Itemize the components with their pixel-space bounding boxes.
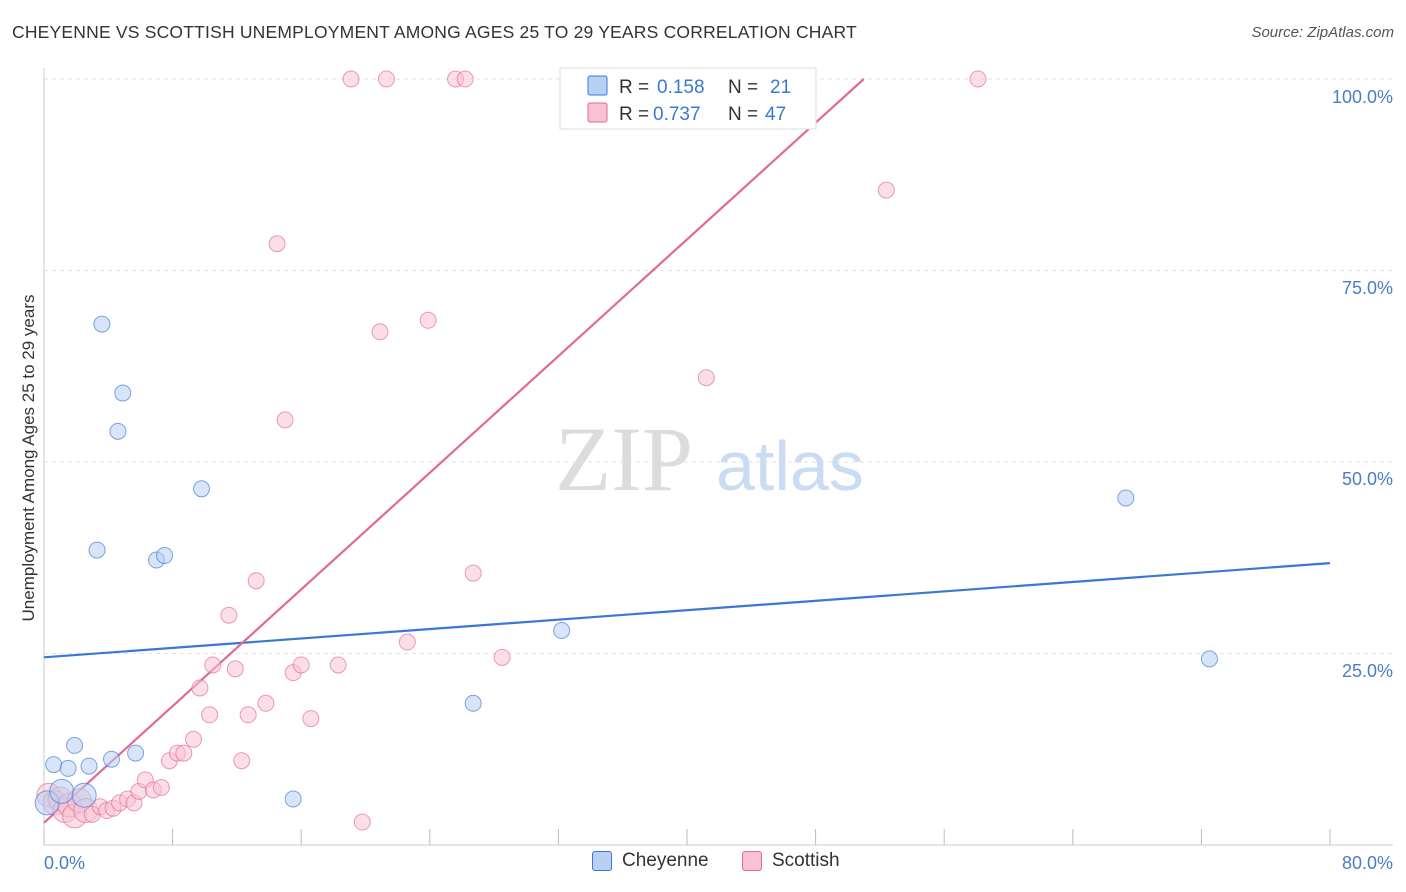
legend-n-label-scottish: N = — [728, 104, 758, 125]
x-tick-label-max: 80.0% — [1342, 853, 1393, 873]
point-cheyenne — [553, 622, 571, 640]
point-scottish — [371, 323, 389, 341]
point-scottish — [226, 660, 244, 678]
point-scottish — [175, 744, 193, 762]
point-cheyenne — [114, 384, 132, 402]
legend-n-label-cheyenne: N = — [728, 77, 758, 98]
chart-source: Source: ZipAtlas.com — [1251, 24, 1394, 41]
trend-lines — [43, 78, 1331, 824]
point-cheyenne — [464, 694, 482, 712]
point-scottish — [456, 70, 474, 88]
point-cheyenne — [80, 757, 98, 775]
point-cheyenne — [284, 790, 302, 808]
watermark-zip: ZIP — [555, 408, 693, 510]
point-cheyenne — [71, 782, 97, 808]
bottom-legend-label-scottish: Scottish — [772, 850, 840, 871]
point-scottish — [184, 730, 202, 748]
point-cheyenne — [88, 541, 106, 559]
axes — [43, 68, 1393, 846]
legend-r-label-scottish: R = — [619, 104, 649, 125]
bottom-legend-swatch-cheyenne — [592, 851, 612, 871]
point-scottish — [969, 70, 987, 88]
point-scottish — [257, 694, 275, 712]
y-tick-label-100: 100.0% — [1332, 87, 1393, 107]
point-scottish — [353, 813, 371, 831]
point-scottish — [329, 656, 347, 674]
watermark-atlas: atlas — [716, 427, 864, 505]
legend-n-value-scottish: 47 — [765, 104, 786, 125]
bottom-legend-cheyenne: Cheyenne — [592, 850, 709, 872]
point-cheyenne — [193, 480, 211, 498]
point-scottish — [877, 181, 895, 199]
y-tick-label-50: 50.0% — [1342, 469, 1393, 489]
x-tick-label-min: 0.0% — [44, 853, 85, 873]
point-cheyenne — [59, 759, 77, 777]
point-scottish — [464, 564, 482, 582]
legend-r-value-scottish: 0.737 — [653, 104, 701, 125]
point-scottish — [419, 311, 437, 329]
point-scottish — [377, 70, 395, 88]
data-points — [34, 70, 1218, 831]
point-scottish — [239, 706, 257, 724]
point-scottish — [302, 710, 320, 728]
point-scottish — [268, 235, 286, 253]
bottom-legend-label-cheyenne: Cheyenne — [622, 850, 709, 871]
point-scottish — [276, 411, 294, 429]
point-cheyenne — [156, 546, 174, 564]
bottom-legend: Cheyenne Scottish — [0, 850, 1406, 880]
point-scottish — [152, 779, 170, 797]
legend-swatch-cheyenne — [587, 75, 608, 96]
point-cheyenne — [93, 315, 111, 333]
point-scottish — [292, 656, 310, 674]
point-scottish — [191, 679, 209, 697]
point-cheyenne — [127, 744, 145, 762]
point-cheyenne — [1117, 489, 1135, 507]
y-tick-label-75: 75.0% — [1342, 278, 1393, 298]
trend-line-scottish — [43, 78, 865, 824]
y-axis-label: Unemployment Among Ages 25 to 29 years — [19, 295, 38, 622]
bottom-legend-scottish: Scottish — [742, 850, 840, 872]
point-scottish — [201, 706, 219, 724]
legend: R = 0.158 N = 21 R = 0.737 N = 47 — [559, 67, 817, 130]
gridlines — [44, 78, 1393, 654]
legend-r-value-cheyenne: 0.158 — [657, 77, 705, 98]
point-cheyenne — [109, 422, 127, 440]
point-scottish — [398, 633, 416, 651]
legend-r-label-cheyenne: R = — [619, 77, 649, 98]
point-cheyenne — [45, 756, 63, 774]
trend-line-cheyenne — [43, 562, 1331, 659]
y-tick-label-25: 25.0% — [1342, 661, 1393, 681]
point-cheyenne — [66, 736, 84, 754]
point-cheyenne — [1200, 650, 1218, 668]
point-scottish — [697, 369, 715, 387]
chart-title: CHEYENNE VS SCOTTISH UNEMPLOYMENT AMONG … — [12, 22, 857, 42]
point-cheyenne — [103, 750, 121, 768]
point-scottish — [342, 70, 360, 88]
point-scottish — [493, 648, 511, 666]
point-scottish — [220, 606, 238, 624]
legend-n-value-cheyenne: 21 — [770, 77, 791, 98]
point-cheyenne — [49, 778, 75, 804]
bottom-legend-swatch-scottish — [742, 851, 762, 871]
point-scottish — [247, 572, 265, 590]
point-scottish — [233, 752, 251, 770]
point-scottish — [204, 656, 222, 674]
legend-swatch-scottish — [587, 102, 608, 123]
